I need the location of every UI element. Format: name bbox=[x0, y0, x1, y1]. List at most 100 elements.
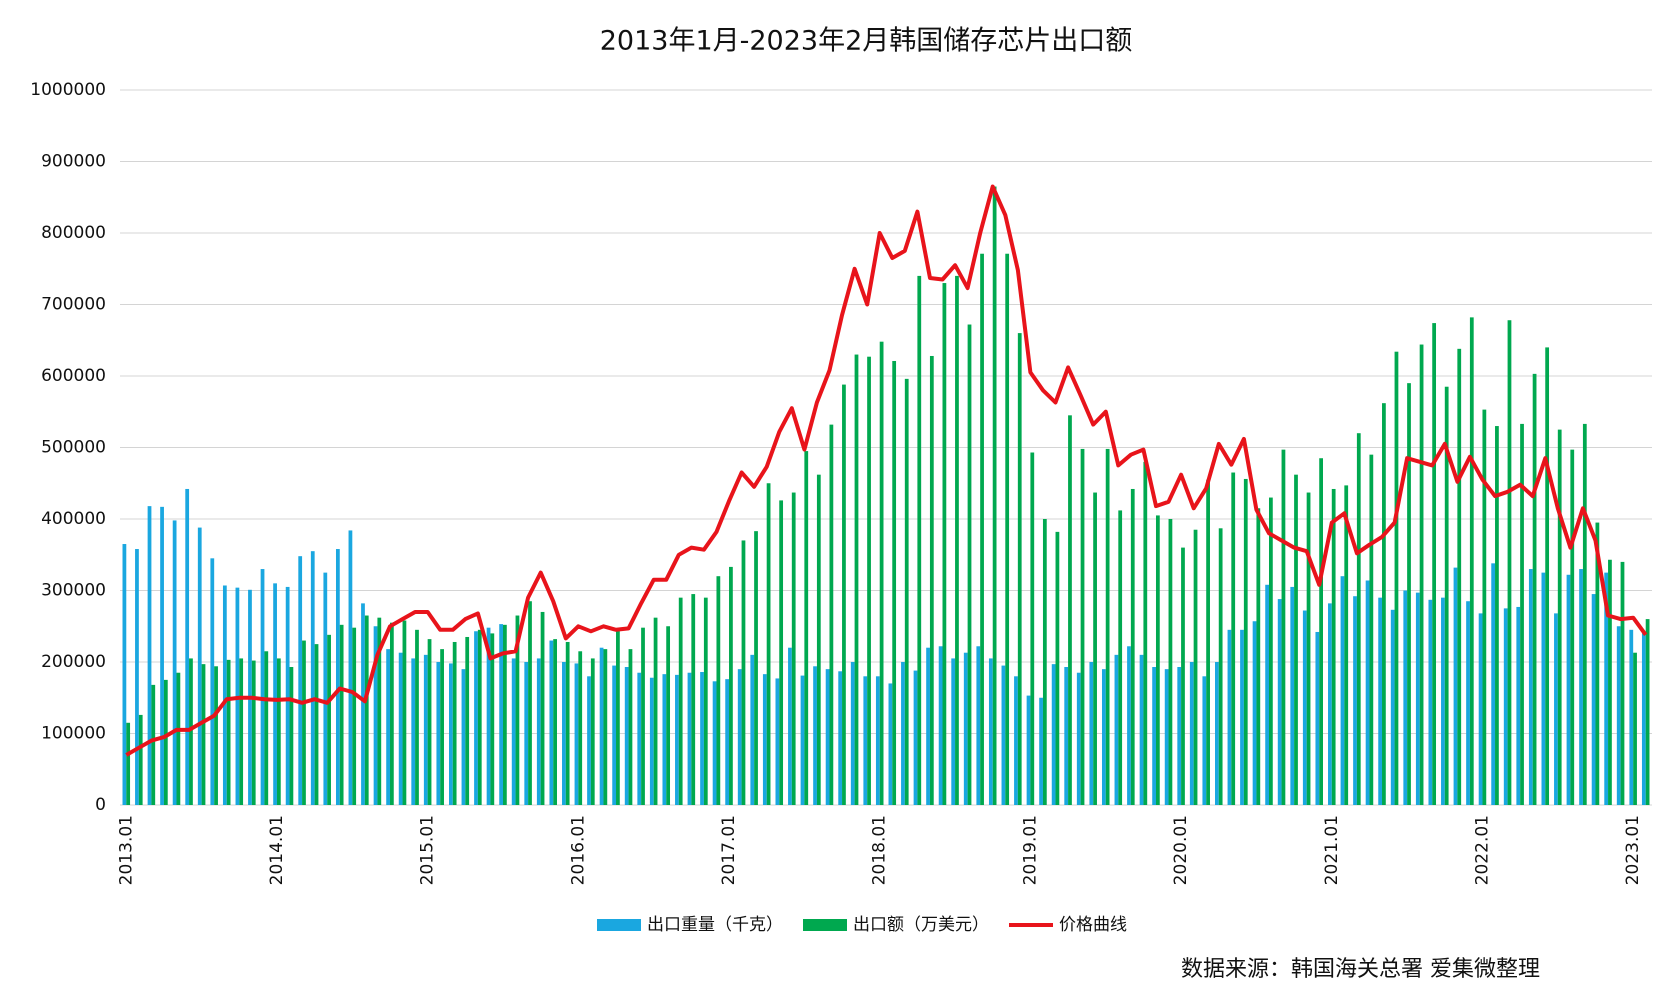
bar bbox=[361, 603, 365, 805]
bar bbox=[1457, 348, 1462, 805]
bar bbox=[1302, 610, 1307, 805]
bar bbox=[1206, 479, 1210, 805]
bar bbox=[1507, 320, 1512, 805]
bar bbox=[490, 633, 495, 805]
bar bbox=[147, 506, 152, 805]
bar bbox=[1491, 563, 1496, 805]
bar bbox=[515, 615, 520, 805]
bar bbox=[1604, 572, 1609, 805]
bar bbox=[951, 658, 956, 805]
bar bbox=[1616, 626, 1621, 805]
bar bbox=[603, 649, 608, 805]
bar bbox=[452, 641, 457, 805]
y-tick-label: 0 bbox=[95, 795, 106, 815]
bar bbox=[1503, 608, 1508, 805]
bar bbox=[503, 624, 507, 805]
bar bbox=[260, 569, 265, 805]
bar bbox=[126, 722, 131, 805]
bar bbox=[1193, 529, 1198, 805]
bar bbox=[612, 665, 617, 805]
bar bbox=[440, 649, 444, 805]
bar bbox=[298, 556, 303, 805]
bar bbox=[1394, 351, 1399, 805]
bar bbox=[1256, 508, 1261, 805]
bar bbox=[1620, 561, 1625, 805]
bar bbox=[1591, 594, 1596, 805]
bar bbox=[779, 500, 784, 805]
bar bbox=[163, 679, 168, 805]
bar bbox=[1231, 472, 1236, 805]
bar bbox=[649, 677, 654, 805]
y-tick-label: 100000 bbox=[41, 724, 106, 744]
y-tick-label: 700000 bbox=[41, 295, 106, 315]
bar bbox=[1265, 584, 1269, 805]
bar bbox=[687, 672, 692, 805]
bar bbox=[955, 275, 959, 805]
chart-title: 2013年1月-2023年2月韩国储存芯片出口额 bbox=[600, 26, 1133, 57]
bar bbox=[1466, 601, 1470, 805]
bar bbox=[1042, 519, 1047, 805]
bar bbox=[741, 540, 746, 805]
bar bbox=[1582, 423, 1587, 805]
bar bbox=[386, 649, 390, 805]
bar bbox=[1315, 631, 1320, 805]
bar bbox=[988, 658, 993, 805]
x-tick-label: 2023.01 bbox=[1623, 815, 1643, 885]
y-tick-label: 300000 bbox=[41, 581, 106, 601]
bar bbox=[1215, 662, 1219, 805]
bar bbox=[436, 662, 441, 805]
price-line bbox=[125, 184, 1648, 757]
y-tick-label: 500000 bbox=[41, 438, 106, 458]
bar bbox=[1294, 474, 1298, 805]
bar bbox=[1177, 667, 1182, 805]
bar bbox=[879, 341, 884, 805]
bar bbox=[992, 186, 997, 805]
bar bbox=[486, 627, 491, 805]
bar bbox=[565, 641, 570, 805]
bar bbox=[1114, 654, 1119, 805]
bar bbox=[700, 672, 704, 805]
bar bbox=[415, 629, 419, 805]
source-note: 数据来源：韩国海关总署 爱集微整理 bbox=[1181, 957, 1540, 982]
bar bbox=[348, 530, 353, 805]
bar bbox=[754, 531, 758, 805]
bar bbox=[1030, 452, 1035, 805]
bar bbox=[1570, 449, 1575, 805]
bar bbox=[302, 640, 306, 805]
bar bbox=[901, 662, 905, 805]
bar bbox=[800, 675, 805, 805]
bar bbox=[766, 483, 771, 805]
bar bbox=[1520, 423, 1524, 805]
bar bbox=[863, 676, 868, 805]
bar bbox=[675, 674, 679, 805]
bar bbox=[963, 652, 968, 805]
bar bbox=[1105, 448, 1110, 805]
bar bbox=[197, 527, 202, 805]
bar bbox=[1005, 253, 1010, 806]
bar bbox=[762, 674, 767, 805]
bar bbox=[1227, 629, 1232, 805]
bar bbox=[335, 549, 340, 805]
bar bbox=[637, 672, 642, 805]
bar bbox=[574, 663, 579, 805]
bar bbox=[1541, 572, 1546, 805]
bar bbox=[226, 659, 231, 805]
bar bbox=[474, 631, 478, 805]
bar bbox=[352, 627, 357, 805]
y-tick-label: 400000 bbox=[41, 509, 106, 529]
bar bbox=[1055, 531, 1060, 805]
bar bbox=[1127, 646, 1131, 805]
bar bbox=[829, 424, 834, 805]
bar bbox=[854, 354, 859, 805]
x-tick-label: 2017.01 bbox=[719, 815, 739, 885]
bar bbox=[276, 658, 281, 805]
bar bbox=[189, 658, 193, 805]
bar bbox=[1290, 586, 1295, 805]
bar bbox=[1277, 599, 1282, 805]
legend-label: 价格曲线 bbox=[1059, 915, 1127, 935]
bar bbox=[1269, 497, 1273, 805]
bar bbox=[1340, 576, 1345, 805]
bar bbox=[1076, 672, 1081, 805]
bar bbox=[477, 629, 482, 805]
legend-label: 出口额（万美元） bbox=[853, 915, 989, 935]
